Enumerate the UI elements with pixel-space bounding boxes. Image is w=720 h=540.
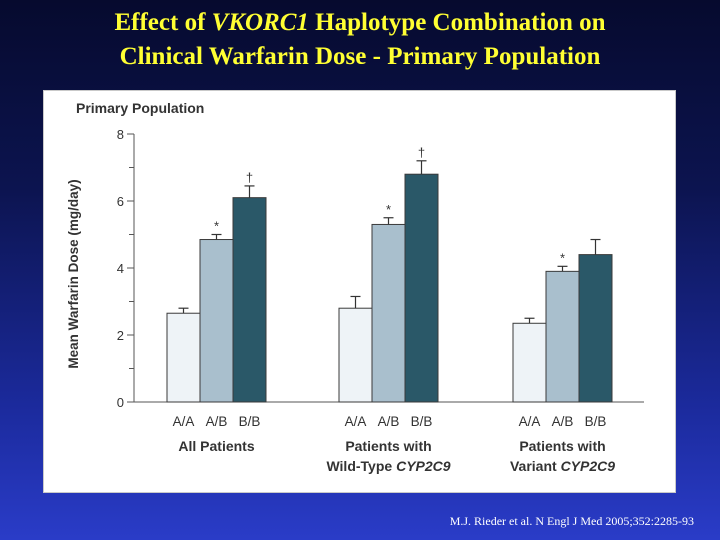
chart-panel: Primary Population 0 2 4 6 8 Mean Warfarin Dos… xyxy=(43,90,676,493)
group-label-line2: Variant CYP2C9 xyxy=(510,458,615,474)
x-tick-label: A/B xyxy=(552,414,574,429)
x-tick-label: B/B xyxy=(585,414,607,429)
x-tick-label: B/B xyxy=(411,414,433,429)
significance-marker: * xyxy=(386,202,391,217)
group-label: Patients with xyxy=(519,438,605,454)
chart-title: Primary Population xyxy=(76,100,204,116)
x-tick-label: B/B xyxy=(239,414,261,429)
bar xyxy=(512,322,547,403)
y-tick-label: 6 xyxy=(117,194,124,209)
gene-name: CYP2C9 xyxy=(561,458,616,474)
group-label: Patients with xyxy=(345,438,431,454)
group-label-prefix: Variant xyxy=(510,458,561,474)
gene-name: CYP2C9 xyxy=(396,458,451,474)
title-line-2: Clinical Warfarin Dose - Primary Populat… xyxy=(119,43,601,70)
bar xyxy=(232,197,267,403)
slide-title: Effect of VKORC1 Haplotype Combination o… xyxy=(0,6,720,74)
citation: M.J. Rieder et al. N Engl J Med 2005;352… xyxy=(449,514,694,528)
significance-marker: † xyxy=(418,145,425,160)
x-tick-label: A/A xyxy=(519,414,541,429)
significance-marker: † xyxy=(246,170,253,185)
group-label: All Patients xyxy=(178,438,254,454)
significance-marker: * xyxy=(214,219,219,234)
bar xyxy=(404,173,439,403)
x-tick-label: A/A xyxy=(173,414,195,429)
y-tick-label: 8 xyxy=(117,127,124,142)
bar xyxy=(371,223,406,403)
significance-marker: * xyxy=(560,250,565,265)
bar xyxy=(578,254,613,403)
bar xyxy=(166,312,201,403)
group-label-prefix: Wild-Type xyxy=(326,458,396,474)
x-tick-label: A/B xyxy=(378,414,400,429)
y-tick-label: 0 xyxy=(117,395,124,410)
x-tick-label: A/A xyxy=(345,414,367,429)
y-tick-label: 4 xyxy=(117,261,124,276)
bar xyxy=(199,239,234,403)
title-line-1: Effect of VKORC1 Haplotype Combination o… xyxy=(114,9,606,36)
bar xyxy=(545,270,580,403)
y-axis-label: Mean Warfarin Dose (mg/day) xyxy=(66,179,81,368)
group-label-line2: Wild-Type CYP2C9 xyxy=(326,458,450,474)
bar-chart: Primary Population 0 2 4 6 8 Mean Warfarin Dos… xyxy=(66,100,644,474)
x-tick-label: A/B xyxy=(206,414,228,429)
bar xyxy=(338,307,373,403)
y-tick-label: 2 xyxy=(117,328,124,343)
